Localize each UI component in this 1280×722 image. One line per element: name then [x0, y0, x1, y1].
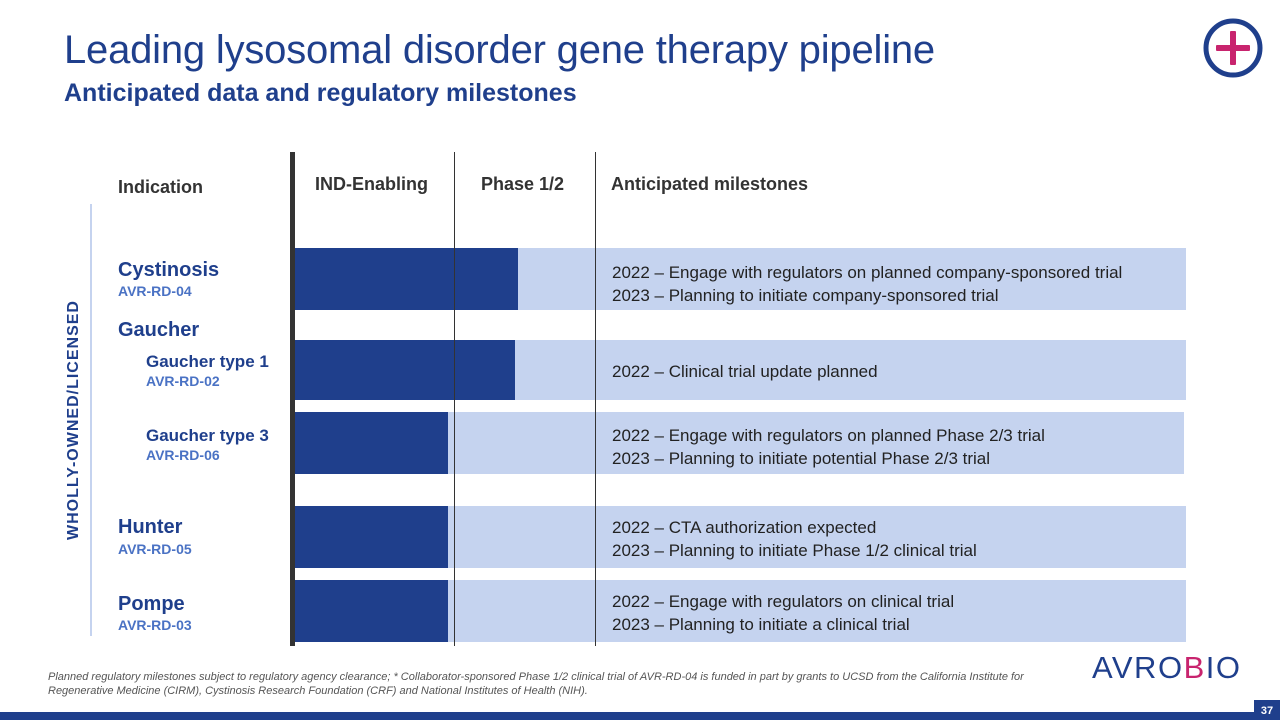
axis-line-phase: [454, 152, 455, 646]
indication-pompe: Pompe: [118, 593, 185, 615]
track-gaucher-type-1: [295, 340, 1186, 400]
milestone-hunter-1: 2022 – CTA authorization expected: [612, 518, 877, 537]
progress-bar-cystinosis: [295, 248, 518, 310]
milestone-cystinosis-2: 2023 – Planning to initiate company-spon…: [612, 286, 999, 305]
plus-logo-icon: [1203, 18, 1263, 78]
milestone-pompe-1: 2022 – Engage with regulators on clinica…: [612, 592, 955, 611]
header-ind-enabling: IND-Enabling: [315, 174, 428, 194]
track-cystinosis: [295, 248, 1186, 310]
page-title: Leading lysosomal disorder gene therapy …: [64, 28, 935, 72]
progress-bar-gaucher-type-1: [295, 340, 515, 400]
milestone-hunter-2: 2023 – Planning to initiate Phase 1/2 cl…: [612, 541, 977, 560]
page-number: 37: [1254, 700, 1280, 720]
progress-bar-gaucher-type-3: [295, 412, 448, 474]
header-phase: Phase 1/2: [481, 174, 565, 194]
milestone-gaucher-type-3-1: 2022 – Engage with regulators on planned…: [612, 426, 1045, 445]
page-subtitle: Anticipated data and regulatory mileston…: [64, 79, 577, 107]
code-gaucher-type-1: AVR-RD-02: [146, 373, 220, 389]
milestone-gaucher-type-3-2: 2023 – Planning to initiate potential Ph…: [612, 449, 991, 468]
code-pompe: AVR-RD-03: [118, 617, 192, 633]
track-gaucher-type-3: [295, 412, 1184, 474]
track-hunter: [295, 506, 1186, 568]
milestone-gaucher-type-1-1: 2022 – Clinical trial update planned: [612, 362, 878, 381]
header-milestones: Anticipated milestones: [611, 174, 809, 194]
avrobio-logo: AVROBIO: [1092, 650, 1241, 685]
milestone-pompe-2: 2023 – Planning to initiate a clinical t…: [612, 615, 910, 634]
indication-cystinosis: Cystinosis: [118, 259, 220, 281]
indication-gaucher-type-3: Gaucher type 3: [146, 426, 269, 445]
indication-hunter: Hunter: [118, 516, 183, 538]
progress-bar-pompe: [295, 580, 448, 642]
progress-bar-hunter: [295, 506, 448, 568]
svg-text:AVROBIO: AVROBIO: [1092, 650, 1241, 685]
axis-line-milestones: [595, 152, 596, 646]
header-indication: Indication: [118, 177, 203, 197]
code-hunter: AVR-RD-05: [118, 541, 192, 557]
indication-gaucher-group: Gaucher: [118, 319, 200, 341]
indication-gaucher-type-1: Gaucher type 1: [146, 352, 269, 371]
bottom-bar: [0, 712, 1280, 720]
code-gaucher-type-3: AVR-RD-06: [146, 447, 220, 463]
milestone-cystinosis-1: 2022 – Engage with regulators on planned…: [612, 263, 1123, 282]
side-label: WHOLLY-OWNED/LICENSED: [65, 300, 82, 540]
footnote: Planned regulatory milestones subject to…: [48, 671, 1024, 697]
axis-line-main: [290, 152, 295, 646]
track-pompe: [295, 580, 1186, 642]
code-cystinosis: AVR-RD-04: [118, 283, 192, 299]
side-divider: [90, 204, 92, 636]
